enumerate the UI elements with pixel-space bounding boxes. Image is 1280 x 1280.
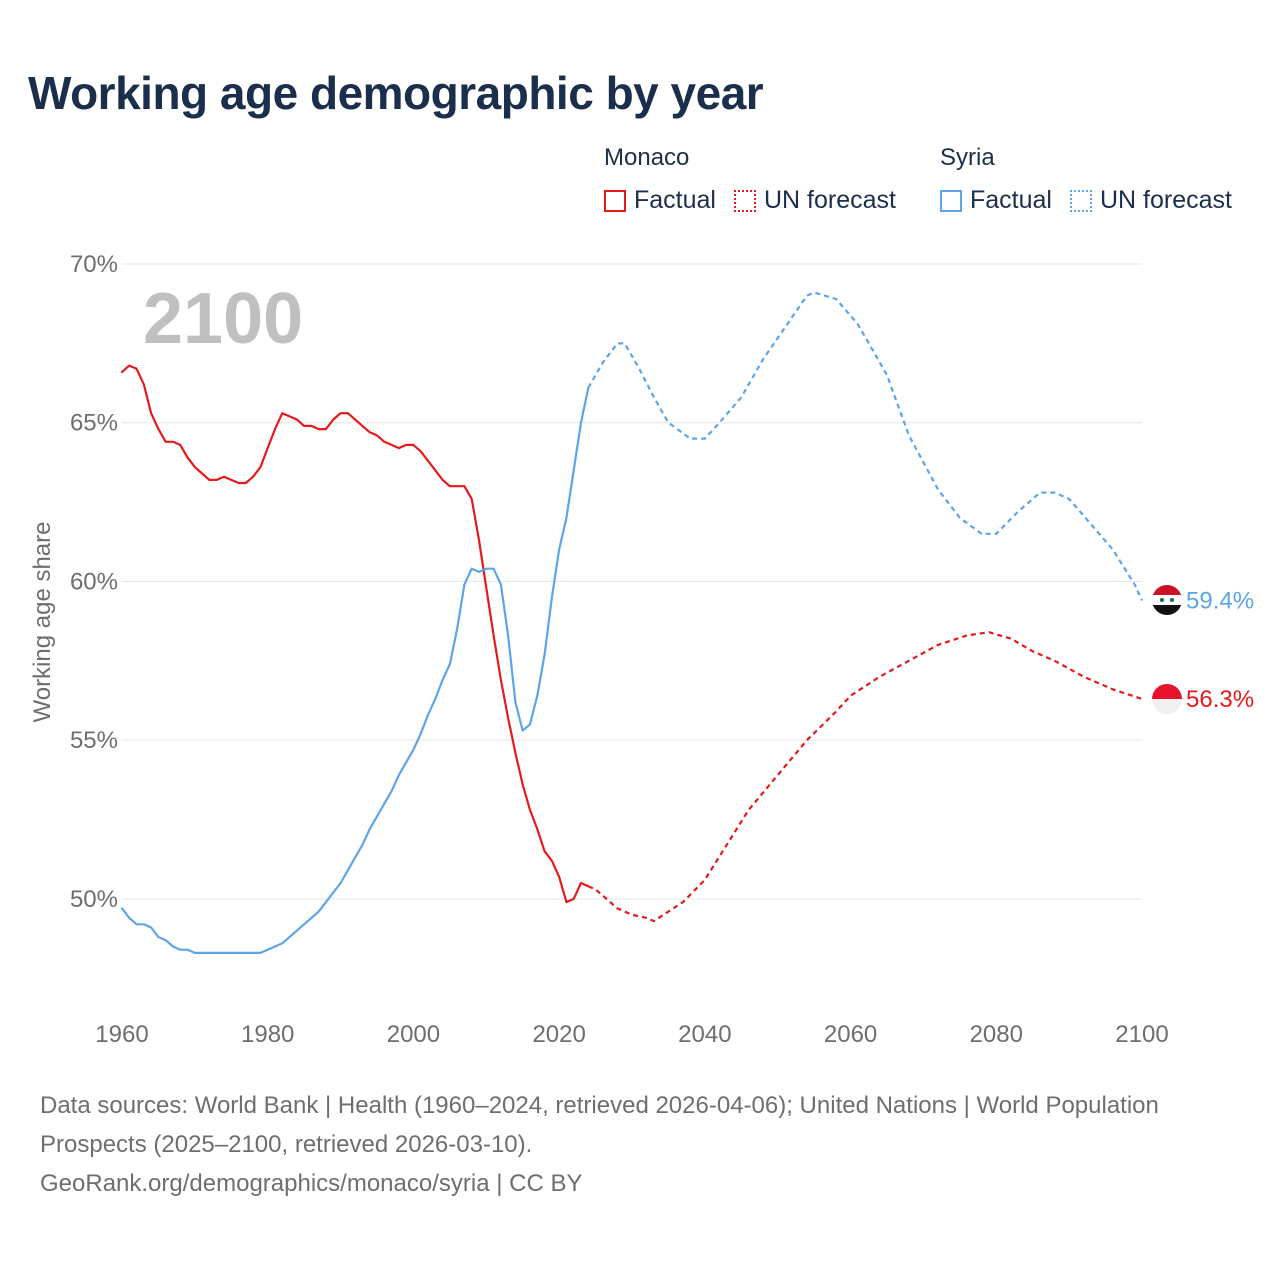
legend-group-title-syria: Syria — [940, 144, 995, 171]
x-tick-label: 2000 — [387, 1021, 440, 1048]
y-tick-label: 60% — [70, 568, 118, 595]
monaco-flag-icon — [1152, 684, 1182, 714]
series-line-monaco-factual — [120, 364, 590, 904]
y-tick-label: 55% — [70, 727, 118, 754]
y-tick-label: 65% — [70, 410, 118, 437]
x-tick-label: 2040 — [678, 1021, 731, 1048]
legend-group-title-monaco: Monaco — [604, 144, 690, 171]
chart-title: Working age demographic by year — [28, 67, 764, 119]
x-tick-label: 1960 — [95, 1021, 148, 1048]
legend-swatch-solid-icon — [940, 189, 962, 212]
footer-sources: Data sources: World Bank | Health (1960–… — [40, 1092, 1159, 1158]
legend-label: UN forecast — [1099, 186, 1232, 214]
end-label-layer: 59.4% 56.3% — [1186, 587, 1254, 712]
syria-flag-icon — [1152, 585, 1182, 615]
footer: Data sources: World Bank | Health (1960–… — [40, 1086, 1240, 1203]
series-layer — [120, 291, 1143, 954]
end-label-monaco: 56.3% — [1186, 686, 1254, 713]
grid-layer — [122, 263, 1142, 900]
x-tick-label: 2060 — [824, 1021, 877, 1048]
x-tick-label: 2020 — [532, 1021, 585, 1048]
series-line-syria-factual — [120, 386, 590, 954]
legend-swatch-solid-icon — [604, 189, 626, 212]
year-watermark: 2100 — [143, 279, 303, 359]
legend-item-monaco-factual[interactable]: Factual — [604, 186, 716, 215]
legend-label: Factual — [970, 186, 1052, 214]
series-line-syria-forecast — [587, 291, 1143, 601]
legend-item-syria-factual[interactable]: Factual — [940, 186, 1052, 215]
y-tick-label: 50% — [70, 886, 118, 913]
line-chart: 50% 55% 60% 65% 70% 1960 1980 2000 2020 2040 2060 2… — [29, 251, 1254, 1048]
x-tick-label: 2100 — [1115, 1021, 1168, 1048]
end-label-syria: 59.4% — [1186, 587, 1254, 614]
legend-swatch-dotted-icon — [733, 189, 756, 212]
legend-group-monaco: Monaco Factual UN forecast — [604, 144, 896, 215]
y-axis-title: Working age share — [29, 522, 56, 723]
legend-item-monaco-forecast[interactable]: UN forecast — [733, 186, 896, 215]
y-tick-label: 70% — [70, 251, 118, 278]
legend-label: UN forecast — [763, 186, 896, 214]
legend-label: Factual — [634, 186, 716, 214]
legend-swatch-dotted-icon — [1069, 189, 1092, 212]
footer-credit: GeoRank.org/demographics/monaco/syria | … — [40, 1170, 583, 1197]
series-line-monaco-forecast — [587, 631, 1143, 923]
legend-item-syria-forecast[interactable]: UN forecast — [1069, 186, 1232, 215]
axis-layer: 50% 55% 60% 65% 70% 1960 1980 2000 2020 2040 2060 2… — [70, 251, 1169, 1048]
legend-group-syria: Syria Factual UN forecast — [940, 144, 1232, 215]
x-tick-label: 1980 — [241, 1021, 294, 1048]
x-tick-label: 2080 — [970, 1021, 1023, 1048]
